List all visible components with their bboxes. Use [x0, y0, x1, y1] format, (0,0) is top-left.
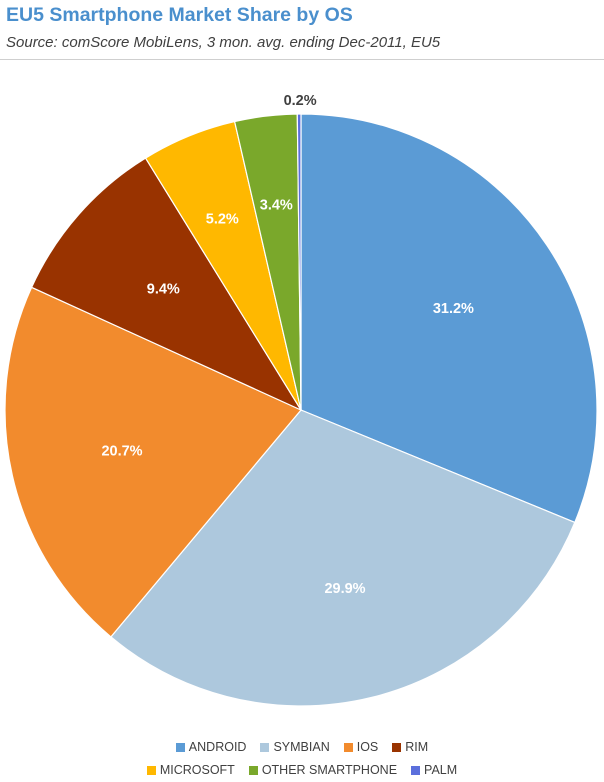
header-divider	[0, 59, 604, 60]
data-label-android: 31.2%	[433, 301, 474, 317]
pie-slice-rim	[30, 157, 303, 412]
data-label-ios: 20.7%	[101, 444, 142, 460]
legend-item-ios: IOS	[343, 740, 379, 754]
data-label-rim: 9.4%	[147, 282, 180, 298]
data-label-other-smartphone: 3.4%	[260, 197, 293, 213]
data-label-symbian: 29.9%	[324, 581, 365, 597]
legend-swatch-rim	[392, 742, 402, 752]
legend-item-android: ANDROID	[175, 740, 247, 754]
legend-label-rim: RIM	[405, 740, 429, 754]
pie-slice-palm	[296, 113, 302, 411]
pie-slice-ios	[4, 286, 302, 638]
legend-label-microsoft: MICROSOFT	[159, 763, 235, 777]
legend-label-palm: PALM	[424, 763, 458, 777]
legend-label-android: ANDROID	[188, 740, 247, 754]
data-label-microsoft: 5.2%	[206, 211, 239, 227]
data-label-palm: 0.2%	[284, 93, 317, 109]
legend-swatch-palm	[411, 765, 421, 775]
legend-item-palm: PALM	[411, 763, 457, 777]
legend-swatch-other-smartphone	[248, 765, 258, 775]
legend-swatch-symbian	[260, 742, 270, 752]
legend-row-1: ANDROID SYMBIAN IOS RIM	[0, 740, 604, 754]
pie-slice-android	[300, 113, 598, 524]
chart-title: EU5 Smartphone Market Share by OS	[6, 4, 353, 26]
legend-label-ios: IOS	[356, 740, 379, 754]
legend-item-symbian: SYMBIAN	[260, 740, 330, 754]
chart-subtitle: Source: comScore MobiLens, 3 mon. avg. e…	[6, 34, 441, 51]
legend-label-other-smartphone: OTHER SMARTPHONE	[261, 763, 398, 777]
legend-item-microsoft: MICROSOFT	[146, 763, 235, 777]
legend-item-rim: RIM	[392, 740, 428, 754]
legend-item-other-smartphone: OTHER SMARTPHONE	[248, 763, 398, 777]
pie-chart: 31.2% 29.9% 20.7% 9.4% 5.2% 3.4% 0.2%	[4, 93, 598, 707]
pie-slice-symbian	[110, 409, 576, 707]
legend-row-2: MICROSOFT OTHER SMARTPHONE PALM	[0, 763, 604, 777]
legend-swatch-android	[175, 742, 185, 752]
legend-swatch-ios	[343, 742, 353, 752]
legend-label-symbian: SYMBIAN	[273, 740, 330, 754]
legend-swatch-microsoft	[146, 765, 156, 775]
